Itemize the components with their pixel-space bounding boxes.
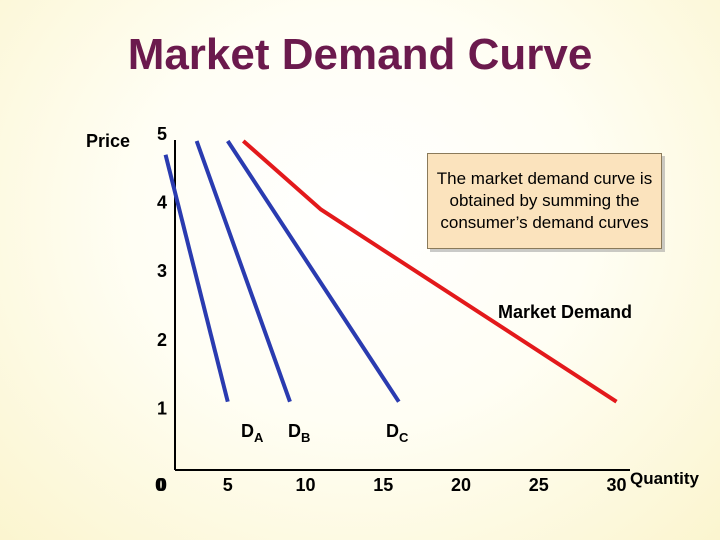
y-tick-label: 0	[157, 475, 167, 495]
series-line-dc	[226, 139, 401, 403]
curve-label-db: DB	[288, 421, 310, 445]
x-tick-label: 20	[451, 475, 471, 495]
x-tick-label: 30	[606, 475, 626, 495]
y-tick-label: 3	[157, 261, 167, 281]
series-line-db	[194, 140, 292, 403]
x-tick-label: 10	[295, 475, 315, 495]
y-tick-label: 4	[157, 193, 167, 213]
y-tick-label: 1	[157, 398, 167, 418]
chart-title: Market Demand Curve	[127, 30, 593, 79]
curve-label-market: Market Demand	[498, 302, 632, 322]
series-line-market-demand	[241, 139, 618, 404]
x-tick-label: 0	[155, 475, 165, 495]
x-tick-label: 5	[223, 475, 233, 495]
y-axis-label: Price	[86, 131, 130, 151]
y-tick-label: 2	[157, 330, 167, 350]
curve-label-dc: DC	[386, 421, 409, 445]
x-tick-label: 15	[373, 475, 393, 495]
x-axis-label: Quantity	[630, 469, 699, 488]
annotation-box: The market demand curve is obtained by s…	[427, 153, 662, 249]
x-tick-label: 25	[529, 475, 549, 495]
y-tick-label: 5	[157, 124, 167, 144]
curve-label-da: DA	[241, 421, 264, 445]
series-line-da	[163, 154, 230, 403]
